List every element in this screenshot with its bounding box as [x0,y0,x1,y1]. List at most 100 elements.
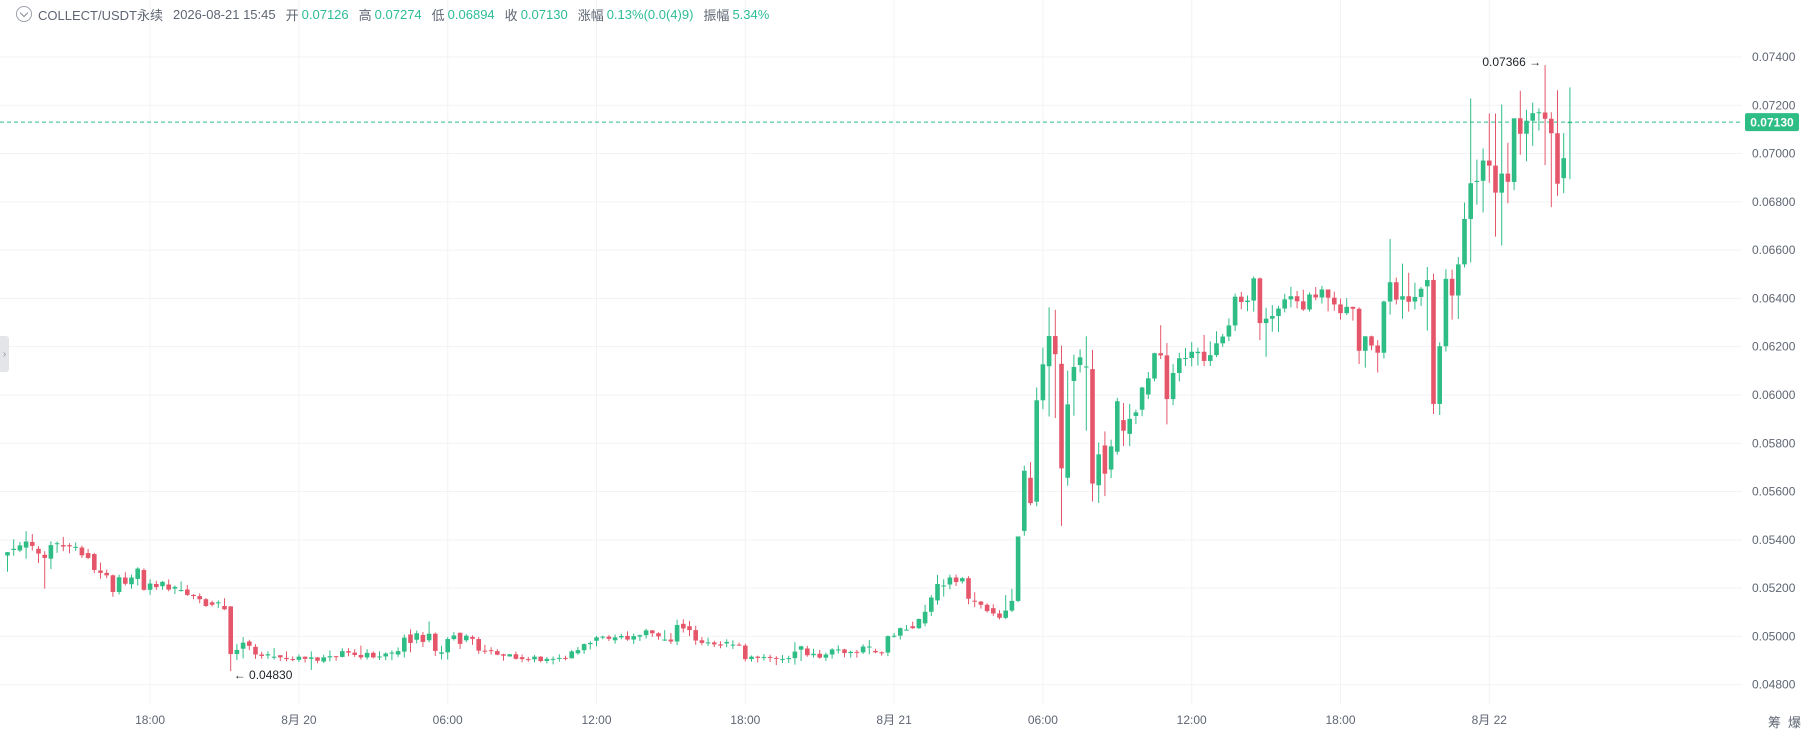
candle-body [67,545,72,547]
candle-body [42,554,47,558]
candle-body [730,644,736,646]
candle [848,650,853,658]
candle [358,645,364,660]
candle [891,633,897,638]
candle [160,581,165,590]
candle [1177,352,1182,382]
candle [61,536,66,552]
candle-body [1294,296,1300,302]
candle [259,651,264,659]
candle-body [712,642,717,645]
candle [588,641,593,650]
candle-body [340,651,345,657]
candle [1344,298,1349,316]
change-label: 涨幅 [577,7,604,23]
candle [1108,439,1114,479]
candle-body [600,636,605,638]
candle-body [538,656,543,662]
candle [1418,287,1424,306]
candle-body [371,652,376,658]
liquidation-button[interactable]: 爆 [1788,715,1802,730]
candle-body [563,657,568,659]
candle-body [1394,282,1399,300]
candle-body [476,639,481,651]
candle [953,574,959,586]
collapse-chevron-icon[interactable] [16,6,32,22]
candle-body [1127,418,1132,434]
candle [296,654,302,662]
candle [265,651,271,659]
candle [898,627,903,640]
candle-body [991,608,996,614]
candle [612,634,618,644]
candle [247,639,252,651]
y-tick-label: 0.07000 [1752,147,1796,161]
candle [798,645,804,662]
candle [674,619,680,646]
candle [36,546,41,564]
candle-body [1332,297,1337,305]
side-panel-toggle-icon[interactable] [0,336,9,372]
candle [79,545,85,558]
candle-body [178,590,184,592]
candle [482,644,488,655]
candle-body [129,577,134,585]
candle-body [588,642,593,645]
candle [526,656,531,662]
candle-body [1251,278,1256,301]
candle-body [960,578,965,582]
y-tick-label: 0.05400 [1752,533,1796,547]
y-tick-label: 0.05600 [1752,485,1796,499]
candle [1009,588,1015,613]
candle-body [1164,355,1170,400]
candle-body [941,585,946,587]
candle [1356,307,1362,365]
candle [1170,364,1176,406]
x-tick-label: 06:00 [1028,713,1058,727]
candle [1400,263,1405,319]
chip-distribution-button[interactable]: 筹 [1768,715,1782,730]
candle [240,637,246,659]
candle [383,652,388,661]
candle-body [984,604,990,612]
candle [681,619,686,633]
candle-body [792,651,798,659]
candle [315,657,320,664]
candle-body [1053,336,1058,355]
candle-body [383,653,388,657]
candle-body [209,602,215,605]
candle-body [978,601,984,605]
candle [154,580,159,590]
candle-body [705,642,711,644]
candle-body [352,652,357,655]
candle-body [910,626,915,629]
symbol-label[interactable]: COLLECT/USDT永续 [38,7,163,23]
candle-body [147,583,153,590]
candle [1294,290,1300,309]
candle-body [569,651,574,659]
candle-body [1034,400,1039,502]
candle-body [228,606,233,655]
candle [1480,148,1486,213]
candle [1040,347,1046,410]
candle [346,648,351,657]
candle-body [997,613,1002,618]
candle [185,584,190,597]
candle [662,630,667,641]
candle [1121,402,1126,447]
candle [1567,87,1573,180]
candle-body [922,611,928,624]
candle-body [619,635,624,638]
candle-body [668,639,674,642]
candle [1257,277,1263,341]
candle [1046,307,1052,417]
candle-body [1071,366,1077,381]
candle-body [625,635,630,640]
candle [1189,342,1194,367]
candle-body [23,541,29,548]
candle [5,552,10,572]
candle [1263,307,1269,357]
candle [730,640,736,649]
candle [984,603,990,613]
